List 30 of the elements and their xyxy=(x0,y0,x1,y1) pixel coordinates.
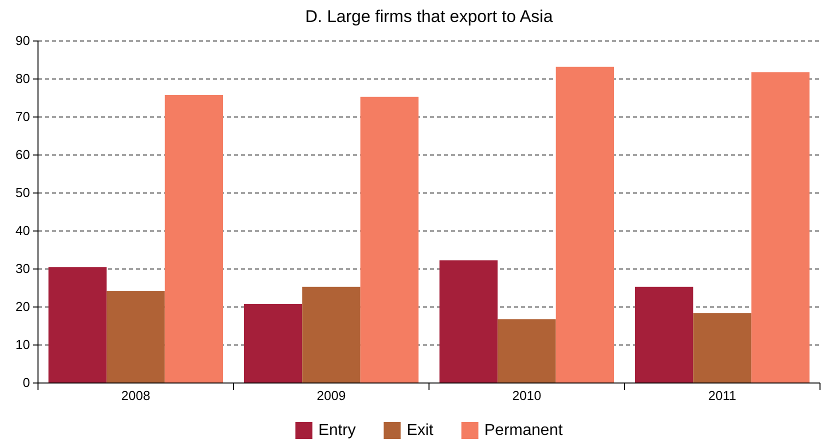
bar xyxy=(164,94,224,383)
y-tick-label: 30 xyxy=(16,261,30,276)
bar xyxy=(302,286,360,383)
bar xyxy=(693,313,752,383)
x-tick-label: 2008 xyxy=(121,388,150,404)
y-tick-label: 20 xyxy=(16,299,30,314)
y-tick-label: 60 xyxy=(16,147,30,162)
bar xyxy=(48,267,107,383)
bar xyxy=(244,304,302,383)
x-tick-label: 2009 xyxy=(316,388,346,404)
legend-label: Entry xyxy=(318,422,356,439)
y-tick-label: 10 xyxy=(16,337,30,352)
bar xyxy=(751,72,810,383)
bar xyxy=(634,286,694,383)
y-tick-label: 50 xyxy=(16,185,30,200)
x-tick-label: 2010 xyxy=(512,388,542,404)
bar xyxy=(360,96,419,383)
y-tick-label: 70 xyxy=(16,109,30,124)
legend-label: Exit xyxy=(406,422,434,439)
legend-label: Permanent xyxy=(484,422,564,439)
bar xyxy=(498,319,556,383)
y-tick-label: 40 xyxy=(16,223,30,238)
bar xyxy=(556,66,614,383)
bar xyxy=(106,291,165,383)
y-tick-label: 90 xyxy=(16,33,30,48)
y-tick-label: 80 xyxy=(16,71,30,86)
bar xyxy=(439,260,498,383)
chart-title: D. Large firms that export to Asia xyxy=(305,7,554,26)
y-tick-label: 0 xyxy=(22,375,30,390)
x-tick-label: 2011 xyxy=(708,388,736,404)
